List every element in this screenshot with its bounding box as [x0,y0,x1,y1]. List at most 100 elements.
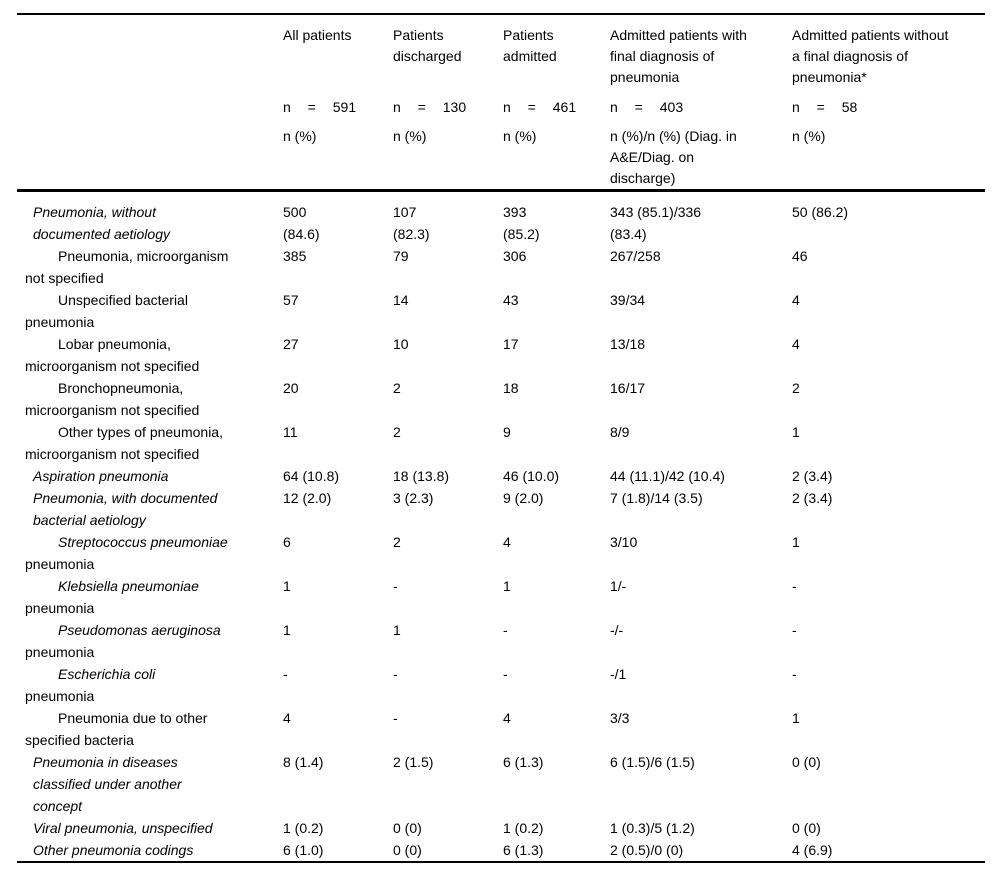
cell-value: 0 (0) [792,754,821,770]
cell-value: 1 [503,578,511,594]
cell-value: 385 [283,248,307,264]
cell-value: -/- [610,622,624,638]
cell-value: 6 (1.3) [503,842,544,858]
table-row: Lobar pneumonia, microorganism not speci… [17,333,985,377]
row-label-italic-part: Pneumonia, with documented bacterial aet… [33,490,218,528]
cell-value: 8/9 [610,424,630,440]
cell-value: 12 (2.0) [283,490,332,506]
cell-value: 1 (0.2) [283,820,324,836]
row-label: Pneumonia, microorganism not specified [17,245,283,289]
col-n-admitted-without-diagnosis: n = 58 [792,99,858,115]
cell-value: 6 [283,534,291,550]
row-label-italic-part: Escherichia coli [58,666,156,682]
cell-value: 4 [283,710,291,726]
row-label: Unspecified bacterial pneumonia [17,289,283,333]
header-unit-row: n (%) n (%) n (%) n (%)/n (%) (Diag. in … [17,126,985,192]
cell-value: 0 (0) [792,820,821,836]
cell-value: 6 (1.3) [503,754,544,770]
row-label-italic-part: Other pneumonia codings [33,842,194,858]
cell-value: 306 [503,248,527,264]
col-n-all-patients: n = 591 [283,99,357,115]
header-n-row: n = 591 n = 130 n = 461 n = 403 n = 58 [17,97,985,126]
row-label: Lobar pneumonia, microorganism not speci… [17,333,283,377]
cell-value: 43 [503,292,519,308]
cell-value: 6 (1.0) [283,842,324,858]
col-unit-admitted-with-diagnosis: n (%)/n (%) (Diag. in A&E/Diag. on disch… [610,126,792,192]
col-unit-patients-admitted: n (%) [503,126,610,192]
cell-value: 1 (0.3)/5 (1.2) [610,820,695,836]
cell-value: 64 (10.8) [283,468,340,484]
cell-value: 1 (0.2) [503,820,544,836]
cell-value: 1 [393,622,401,638]
col-n-patients-admitted: n = 461 [503,99,577,115]
cell-value: 10 [393,336,409,352]
col-unit-labels [17,126,283,192]
col-n-labels [17,97,283,126]
cell-value: 16/17 [610,380,646,396]
cell-value: 46 (10.0) [503,468,560,484]
col-title-patients-discharged: Patients discharged [393,27,462,64]
cell-value: 1 [792,710,800,726]
table-row: Other types of pneumonia, microorganism … [17,421,985,465]
cell-value: 1/- [610,578,627,594]
table-body: Pneumonia, without documented aetiology 5… [17,191,985,863]
row-label-plain-part: Unspecified bacterial pneumonia [25,292,188,330]
cell-value: 393 (85.2) [503,204,540,242]
table-row: Other pneumonia codings 6 (1.0) 0 (0) 6 (1.… [17,839,985,862]
row-label: Aspiration pneumonia [17,465,283,487]
table-row: Viral pneumonia, unspecified 1 (0.2) 0 (0)… [17,817,985,839]
col-title-labels [17,14,283,97]
cell-value: 2 (3.4) [792,490,833,506]
cell-value: - [393,578,398,594]
row-label-plain-part: Pneumonia, microorganism not specified [25,248,229,286]
row-label: Klebsiella pneumoniae pneumonia [17,575,283,619]
cell-value: 46 [792,248,808,264]
cell-value: 57 [283,292,299,308]
cell-value: 17 [503,336,519,352]
cell-value: 6 (1.5)/6 (1.5) [610,754,695,770]
cell-value: 2 [792,380,800,396]
cell-value: 2 [393,424,401,440]
table-row: Escherichia coli pneumonia - - - -/1- [17,663,985,707]
cell-value: 18 (13.8) [393,468,450,484]
row-label-plain-part: pneumonia [25,644,95,660]
cell-value: 13/18 [610,336,646,352]
cell-value: 9 [503,424,511,440]
table-row: Pneumonia, microorganism not specified 38… [17,245,985,289]
row-label: Escherichia coli pneumonia [17,663,283,707]
row-label-plain-part: Lobar pneumonia, microorganism not speci… [25,336,200,374]
col-unit-all-patients: n (%) [283,126,393,192]
cell-value: - [503,622,508,638]
cell-value: - [283,666,288,682]
cell-value: -/1 [610,666,627,682]
col-title-admitted-with-diagnosis: Admitted patients with final diagnosis o… [610,27,747,85]
table-row: Streptococcus pneumoniae pneumonia 6 2 4 3/1… [17,531,985,575]
cell-value: 9 (2.0) [503,490,544,506]
cell-value: 18 [503,380,519,396]
cell-value: - [792,666,797,682]
cell-value: 3/3 [610,710,630,726]
cell-value: 4 [792,336,800,352]
row-label: Bronchopneumonia, microorganism not spec… [17,377,283,421]
row-label-plain-part: Pneumonia due to other specified bacteri… [25,710,208,748]
cell-value: 1 [283,622,291,638]
table-row: Pneumonia, without documented aetiology 5… [17,191,985,246]
col-n-patients-discharged: n = 130 [393,99,467,115]
cell-value: 4 [503,534,511,550]
col-title-all-patients: All patients [283,27,352,43]
cell-value: 39/34 [610,292,646,308]
row-label-italic-part: Klebsiella pneumoniae [58,578,199,594]
col-title-admitted-without-diagnosis: Admitted patients without a final diagno… [792,27,949,85]
cell-value: 1 [792,424,800,440]
cell-value: - [792,622,797,638]
row-label-plain-part: Other types of pneumonia, microorganism … [25,424,223,462]
table-row: Pneumonia in diseases classified under a… [17,751,985,817]
col-title-patients-admitted: Patients admitted [503,27,557,64]
row-label-italic-part: Streptococcus pneumoniae [58,534,228,550]
row-label: Pneumonia in diseases classified under a… [17,751,283,817]
row-label: Pneumonia, with documented bacterial aet… [17,487,283,531]
row-label-plain-part: Bronchopneumonia, microorganism not spec… [25,380,200,418]
cell-value: - [792,578,797,594]
cell-value: 0 (0) [393,820,422,836]
cell-value: - [393,710,398,726]
